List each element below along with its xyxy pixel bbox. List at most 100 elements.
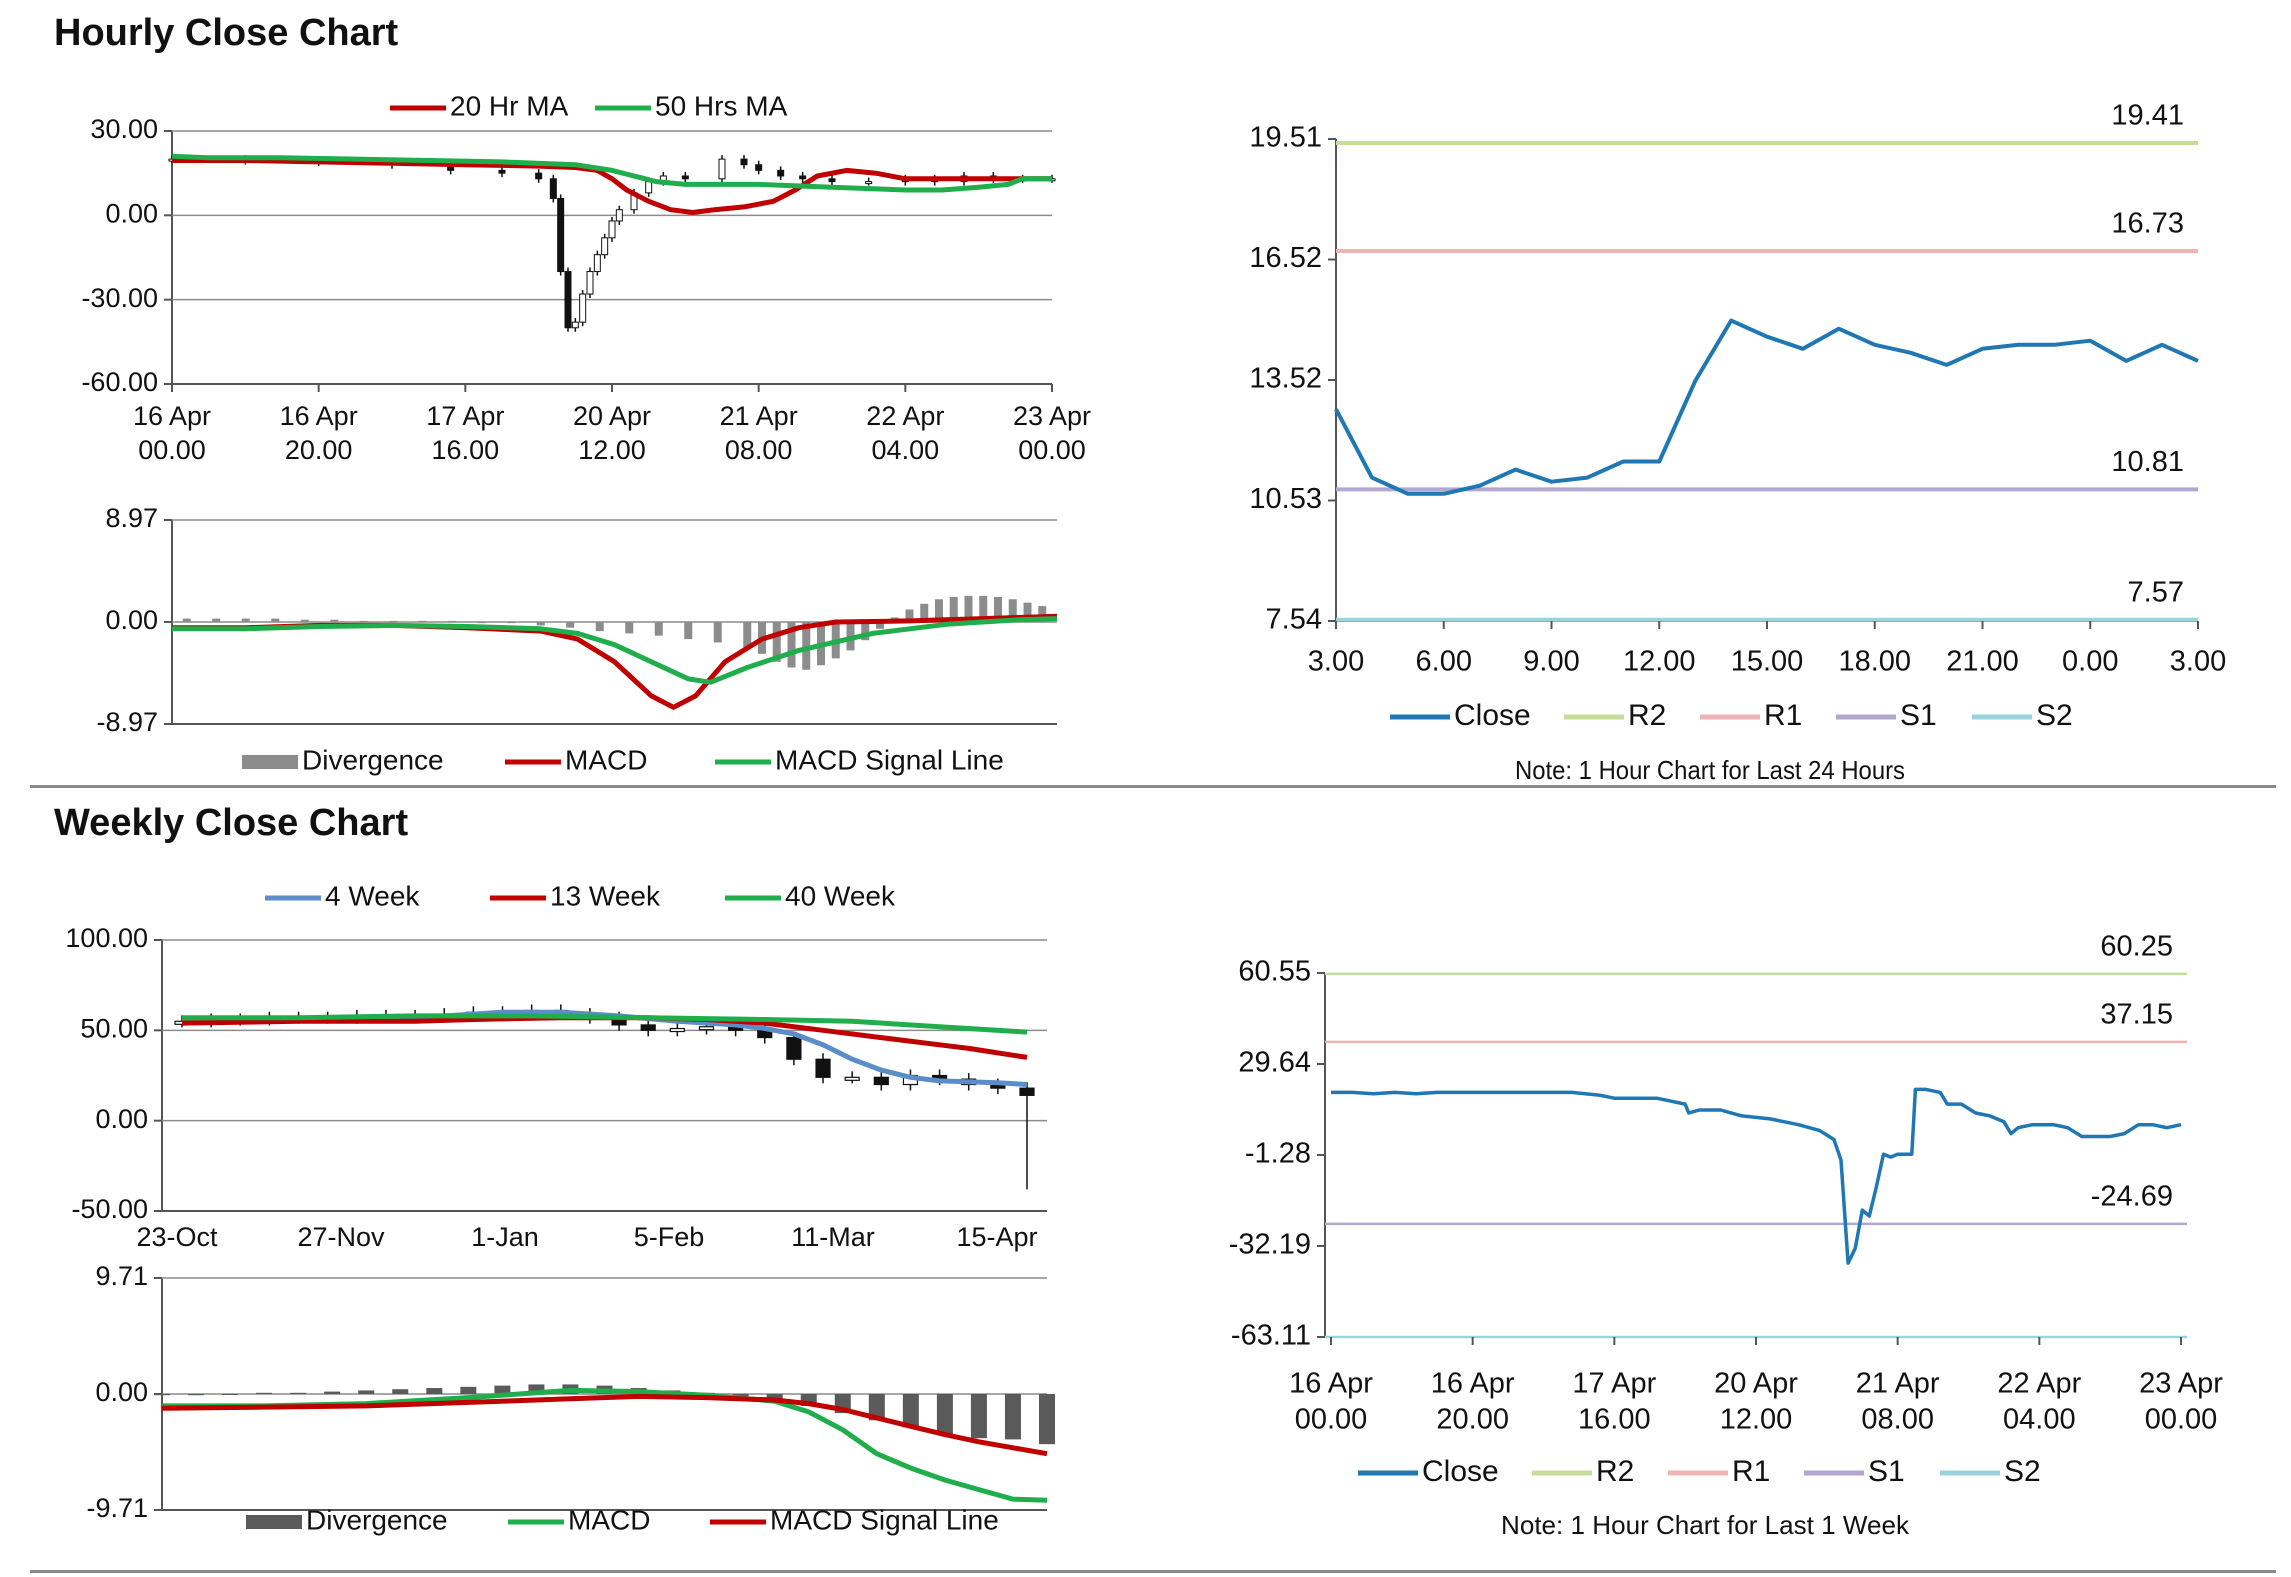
candle-body [873, 1076, 889, 1086]
legend-4-week-label: 4 Week [325, 880, 420, 911]
x-tick-label: 16.00 [432, 435, 500, 465]
divergence-bar [861, 622, 870, 641]
x-tick-label: 11-Mar [791, 1222, 875, 1252]
divergence-bar [1004, 1394, 1021, 1440]
y-tick-label: 19.51 [1249, 122, 1322, 154]
candle-body [564, 271, 572, 329]
candle-body [799, 175, 807, 180]
candle-body [777, 169, 785, 177]
x-tick-label: 23 Apr [1013, 401, 1091, 431]
divergence-bar [389, 620, 398, 622]
legend-50hrs-ma-label: 50 Hrs MA [655, 90, 788, 121]
candle-body [698, 1026, 715, 1031]
divergence-bar [330, 619, 339, 622]
divergence-bar [964, 595, 973, 622]
x-tick-label: 20 Apr [573, 401, 651, 431]
x-tick-label: 21.00 [1946, 646, 2019, 678]
divergence-bar [800, 1394, 817, 1406]
candle-body [755, 164, 763, 171]
legend-divergence-swatch [246, 1515, 302, 1529]
legend-macd-label: MACD [565, 744, 647, 775]
series-close [1331, 1087, 2182, 1265]
chart-note: Note: 1 Hour Chart for Last 1 Week [1501, 1510, 1910, 1540]
y-tick-label: 29.64 [1238, 1047, 1311, 1079]
divergence-bar [787, 622, 796, 668]
legend-40-week-label: 40 Week [785, 880, 896, 911]
divergence-bar [868, 1394, 885, 1421]
x-tick-label: 20.00 [1436, 1404, 1509, 1436]
x-tick-label: 00.00 [138, 435, 206, 465]
legend-s1-label: S1 [1868, 1455, 1905, 1488]
divergence-bar [743, 622, 752, 649]
divergence-bar [392, 1389, 409, 1394]
level-label-r1: 37.15 [2100, 999, 2173, 1031]
y-tick-label: 0.00 [105, 198, 158, 228]
y-tick-label: 0.00 [95, 1104, 148, 1134]
x-tick-label: 21 Apr [1856, 1368, 1940, 1400]
legend-macd-signal-label: MACD Signal Line [770, 1504, 999, 1535]
divergence-bar [1039, 1394, 1055, 1445]
series-50-hrs-ma [171, 153, 1052, 193]
divergence-bar [625, 622, 634, 634]
x-tick-label: 16 Apr [1431, 1368, 1515, 1400]
x-tick-label: 3.00 [2170, 646, 2226, 678]
divergence-bar [713, 622, 722, 643]
divergence-bar [154, 1394, 170, 1396]
level-label-s2: 7.57 [2128, 576, 2184, 608]
candle-body [669, 1027, 685, 1033]
x-tick-label: 16 Apr [133, 401, 211, 431]
x-tick-label: 22 Apr [1997, 1368, 2081, 1400]
divergence-bar [654, 622, 663, 636]
y-tick-label: 30.00 [90, 114, 158, 144]
y-tick-label: 13.52 [1249, 363, 1322, 395]
legend-r2-label: R2 [1596, 1455, 1634, 1488]
level-label-s1: -24.69 [2091, 1181, 2173, 1213]
divergence-bar [256, 1392, 273, 1394]
divergence-bar [188, 1394, 205, 1396]
divergence-bar [1008, 599, 1017, 622]
series-macd-signal-line [172, 616, 1058, 685]
candle-body [549, 178, 557, 199]
y-tick-label: -60.00 [81, 367, 158, 397]
candle-body [498, 169, 506, 174]
weekly-section-title: Weekly Close Chart [54, 802, 409, 844]
divergence-bar [300, 619, 309, 622]
x-tick-label: 08.00 [1861, 1404, 1934, 1436]
bottom-divider [30, 1570, 2276, 1573]
y-tick-label: -50.00 [71, 1194, 148, 1224]
x-tick-label: 16 Apr [280, 401, 358, 431]
y-tick-label: -30.00 [81, 283, 158, 313]
divergence-bar [271, 618, 280, 622]
divergence-bar [324, 1391, 341, 1394]
x-tick-label: 00.00 [2145, 1404, 2218, 1436]
divergence-bar [1023, 602, 1032, 622]
x-tick-label: 12.00 [1720, 1404, 1793, 1436]
candle-body [557, 197, 565, 273]
x-tick-label: 00.00 [1295, 1404, 1368, 1436]
y-tick-label: -32.19 [1229, 1229, 1311, 1261]
x-tick-label: 12.00 [1623, 646, 1696, 678]
y-tick-label: 50.00 [80, 1013, 148, 1043]
legend-s1-label: S1 [1900, 699, 1937, 732]
divergence-bar [732, 1394, 749, 1397]
legend-s2-label: S2 [2004, 1455, 2041, 1488]
legend-r1-label: R1 [1764, 699, 1802, 732]
legend-divergence-label: Divergence [302, 744, 444, 775]
candle-body [786, 1036, 802, 1060]
divergence-bar [920, 603, 929, 622]
candle-body [593, 254, 601, 273]
divergence-bar [902, 1394, 919, 1428]
x-tick-label: 9.00 [1523, 646, 1579, 678]
x-tick-label: 0.00 [2062, 646, 2118, 678]
divergence-bar [212, 618, 221, 622]
x-tick-label: 16.00 [1578, 1404, 1651, 1436]
divergence-bar [494, 1385, 511, 1394]
x-tick-label: 17 Apr [426, 401, 504, 431]
candle-body [844, 1076, 860, 1081]
candle-body [608, 220, 616, 239]
candle-body [586, 271, 594, 295]
y-tick-label: 10.53 [1249, 483, 1322, 515]
y-tick-label: 0.00 [95, 1377, 148, 1407]
y-tick-label: 60.55 [1238, 956, 1311, 988]
divergence-bar [979, 595, 988, 622]
